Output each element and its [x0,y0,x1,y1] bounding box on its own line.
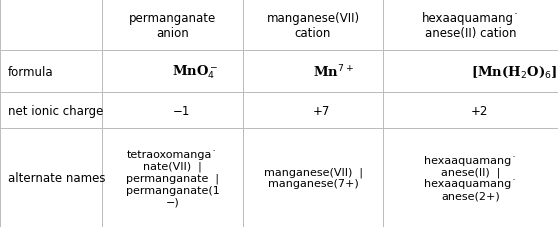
Text: manganese(VII)  |
manganese(7+): manganese(VII) | manganese(7+) [263,167,363,189]
Bar [0,93,102,128]
Bar [383,0,558,51]
Text: manganese(VII)
cation: manganese(VII) cation [267,12,359,39]
Text: net ionic charge: net ionic charge [8,104,104,117]
Bar [383,93,558,128]
Text: permanganate
anion: permanganate anion [129,12,216,39]
Text: +2: +2 [471,104,488,117]
Text: tetraoxomanga˙
nate(VII)  |
permanganate  |
permanganate(1
−): tetraoxomanga˙ nate(VII) | permanganate … [126,149,219,206]
Bar [243,51,383,93]
Text: hexaaquamang˙
anese(II) cation: hexaaquamang˙ anese(II) cation [422,12,519,39]
Bar [243,93,383,128]
Bar [102,128,243,227]
Text: Mn$^{7+}$: Mn$^{7+}$ [313,64,354,80]
Text: hexaaquamang˙
anese(II)  |
hexaaquamang˙
anese(2+): hexaaquamang˙ anese(II) | hexaaquamang˙ … [424,155,517,200]
Text: alternate names: alternate names [8,171,105,184]
Bar [0,128,102,227]
Bar [243,128,383,227]
Bar [102,93,243,128]
Bar [102,51,243,93]
Text: [Mn(H$_2$O)$_6$]$^{2+}$: [Mn(H$_2$O)$_6$]$^{2+}$ [471,63,558,81]
Bar [102,0,243,51]
Text: +7: +7 [313,104,330,117]
Bar [0,51,102,93]
Text: −1: −1 [172,104,190,117]
Text: formula: formula [8,66,54,79]
Bar [243,0,383,51]
Bar [0,0,102,51]
Bar [383,128,558,227]
Bar [383,51,558,93]
Text: MnO$_4^-$: MnO$_4^-$ [172,63,219,81]
